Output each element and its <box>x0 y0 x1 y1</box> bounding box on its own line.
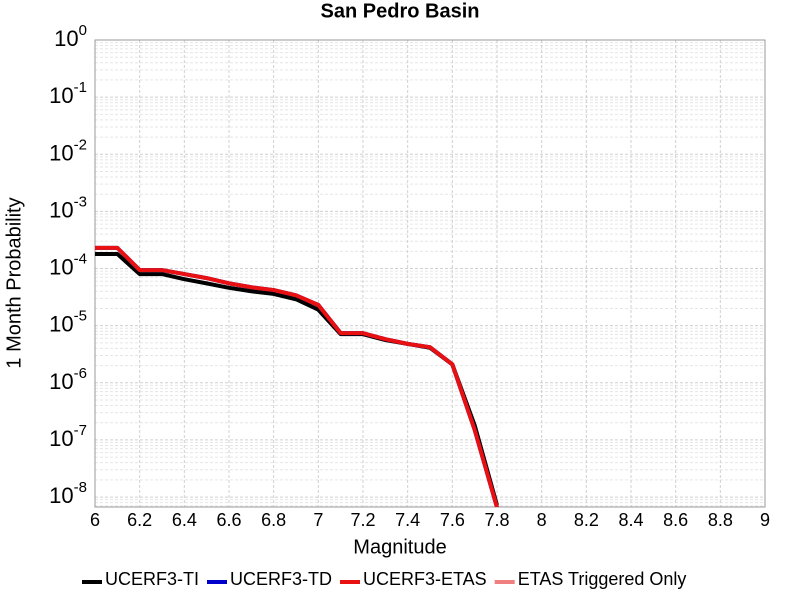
legend-label: UCERF3-TI <box>105 569 199 589</box>
y-axis-label: 1 Month Probability <box>3 197 25 368</box>
legend-label: ETAS Triggered Only <box>518 569 687 589</box>
y-tick-label: 10-4 <box>49 251 87 280</box>
x-tick-label: 6.4 <box>172 510 197 530</box>
x-tick-label: 6 <box>90 510 100 530</box>
x-tick-label: 7.6 <box>440 510 465 530</box>
x-tick-label: 6.6 <box>216 510 241 530</box>
legend-label: UCERF3-TD <box>230 569 332 589</box>
chart-title: San Pedro Basin <box>321 0 480 22</box>
x-tick-label: 8.6 <box>663 510 688 530</box>
x-tick-label: 8.8 <box>708 510 733 530</box>
x-tick-label: 7.2 <box>350 510 375 530</box>
legend: UCERF3-TI UCERF3-TD UCERF3-ETAS ETAS Trigge… <box>82 569 686 589</box>
x-tick-label: 8.4 <box>618 510 643 530</box>
y-tick-label: 10-3 <box>49 193 87 222</box>
plot-frame <box>94 39 766 508</box>
y-tick-label: 10-1 <box>49 79 87 108</box>
y-tick-label: 10-7 <box>49 422 87 451</box>
legend-label: UCERF3-ETAS <box>363 569 487 589</box>
x-tick-label: 9 <box>760 510 770 530</box>
plot-area <box>95 245 499 507</box>
x-tick-label: 7.4 <box>395 510 420 530</box>
y-tick-label: 100 <box>54 22 87 51</box>
y-tick-label: 10-8 <box>49 479 87 508</box>
series-line <box>95 245 499 507</box>
x-tick-label: 8.2 <box>574 510 599 530</box>
x-tick-label: 7 <box>313 510 323 530</box>
x-tick-label: 8 <box>537 510 547 530</box>
y-tick-label: 10-5 <box>49 308 87 337</box>
x-tick-label: 6.2 <box>127 510 152 530</box>
x-tick-label: 7.8 <box>484 510 509 530</box>
x-axis-label: Magnitude <box>353 536 446 558</box>
y-tick-label: 10-2 <box>49 136 87 165</box>
y-tick-label: 10-6 <box>49 365 87 394</box>
x-tick-label: 6.8 <box>261 510 286 530</box>
